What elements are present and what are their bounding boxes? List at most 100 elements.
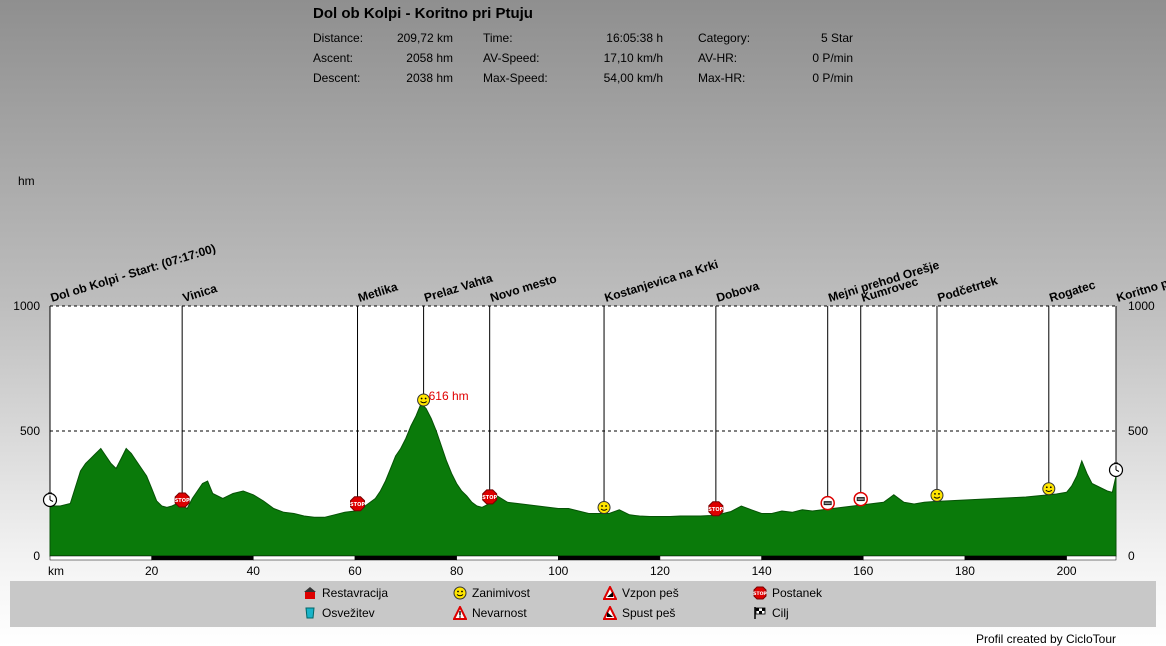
x-tick-label: 20 (145, 564, 159, 578)
descent-label: Descent: (313, 71, 361, 85)
y-tick-label-right: 500 (1128, 424, 1148, 438)
stop-icon-shape (482, 489, 498, 505)
y-tick-label: 1000 (13, 299, 40, 313)
smiley-mouth (600, 508, 608, 511)
legend-panel (10, 581, 1156, 627)
x-axis-segment (761, 555, 864, 561)
clock-icon (42, 492, 58, 508)
clock-hand (1115, 469, 1120, 472)
stop-icon-shape (708, 501, 724, 517)
waypoint-label: Prelaz Vahta (422, 271, 494, 305)
x-tick-label: 160 (853, 564, 873, 578)
smiley-eye (1045, 486, 1048, 489)
time-value: 16:05:38 h (606, 31, 663, 45)
legend-label: Cilj (772, 606, 789, 620)
avhr-label: AV-HR: (698, 51, 738, 65)
waypoint-label: Vinica (181, 281, 219, 305)
legend-item-danger: Nevarnost (453, 606, 527, 620)
y-tick-label-right: 0 (1128, 549, 1135, 563)
x-tick-label: 80 (450, 564, 464, 578)
legend-label: Postanek (772, 586, 823, 600)
stop-icon-shape (350, 496, 366, 512)
smiley-icon (930, 488, 944, 502)
y-tick-label: 500 (20, 424, 40, 438)
maxspeed-value: 54,00 km/h (603, 71, 663, 85)
x-axis-segment (354, 555, 457, 561)
smiley-face (930, 488, 944, 502)
clock-hand (49, 499, 54, 502)
category-label: Category: (698, 31, 751, 45)
maxhr-label: Max-HR: (698, 71, 746, 85)
x-tick-label: 200 (1057, 564, 1077, 578)
x-axis-segment (558, 555, 661, 561)
smiley-face (1042, 482, 1056, 496)
waypoint-label: Rogatec (1048, 278, 1098, 305)
time-label: Time: (483, 31, 513, 45)
x-tick-label: 120 (650, 564, 670, 578)
legend-label: Spust peš (622, 606, 676, 620)
border-icon (853, 491, 868, 507)
legend-item-interest: Zanimivost (453, 586, 530, 600)
avspeed-label: AV-Speed: (483, 51, 540, 65)
legend-item-descent-walk: Spust peš (603, 606, 675, 620)
stop-icon-text: STOP (175, 498, 190, 504)
legend-item-finish: Cilj (753, 606, 789, 620)
waypoint-label: Kostanjevica na Krki (603, 257, 720, 305)
legend-label: Nevarnost (472, 606, 527, 620)
ascent-label: Ascent: (313, 51, 354, 65)
x-axis-segment (1066, 555, 1117, 561)
x-tick-label: 140 (752, 564, 772, 578)
legend-item-stop: STOP Postanek (753, 586, 822, 600)
descent-value: 2038 hm (406, 71, 453, 85)
stop-icon: STOP (753, 586, 767, 600)
danger-icon (453, 606, 467, 620)
stop-icon-text: STOP (482, 495, 497, 501)
avspeed-value: 17,10 km/h (603, 51, 663, 65)
smiley-eye (601, 505, 603, 507)
x-axis-segment (49, 555, 152, 561)
distance-value: 209,72 km (396, 31, 453, 45)
finish-flag-icon (754, 607, 766, 619)
refreshment-icon (305, 607, 315, 619)
legend-item-climb-walk: Vzpon peš (603, 586, 679, 600)
svg-text:STOP: STOP (753, 591, 767, 597)
distance-label: Distance: (313, 31, 364, 45)
stop-icon-text: STOP (708, 507, 723, 513)
smiley-icon (453, 586, 467, 600)
smiley-eye (420, 397, 423, 400)
stop-icon: STOP (482, 489, 498, 505)
x-axis-segment (863, 555, 966, 561)
smiley-mouth (1045, 489, 1053, 492)
ascent-value: 2058 hm (406, 51, 453, 65)
waypoint-label: Metlika (356, 279, 399, 304)
legend-item-refreshment: Osvežitev (303, 606, 375, 620)
chart-title: Dol ob Kolpi - Koritno pri Ptuju (313, 5, 533, 22)
legend-label: Vzpon peš (622, 586, 679, 600)
x-axis-segment (456, 555, 559, 561)
elevation-chart: 20 40 60 80 100 120 140 160 180 200 km 0 0 500 500 1000… (13, 241, 1166, 578)
y-tick-label-right: 1000 (1128, 299, 1155, 313)
clock-icon (1108, 462, 1124, 478)
y-axis-label: hm (18, 174, 35, 188)
smiley-mouth (933, 496, 941, 499)
smiley-eye (1049, 486, 1052, 489)
x-axis-segment (253, 555, 356, 561)
smiley-icon (1042, 482, 1056, 496)
legend-label: Osvežitev (322, 606, 375, 620)
x-axis-segment (964, 555, 1067, 561)
x-axis-segment (151, 555, 254, 561)
smiley-face (597, 501, 611, 514)
waypoint-label: Dobova (715, 279, 761, 305)
border-icon (820, 495, 835, 511)
legend-item-restaurant: Restavracija (303, 586, 388, 600)
descent-walk-icon (603, 606, 617, 620)
stop-icon: STOP (350, 496, 366, 512)
x-tick-label: 60 (348, 564, 362, 578)
maxhr-value: 0 P/min (812, 71, 853, 85)
credit-text: Profil created by CicloTour (975, 632, 1116, 646)
smiley-eye (605, 505, 607, 507)
x-tick-label: 180 (955, 564, 975, 578)
max-elevation-label: 616 hm (429, 389, 469, 403)
waypoint-label: Novo mesto (488, 271, 558, 304)
stop-icon: STOP (708, 501, 724, 517)
